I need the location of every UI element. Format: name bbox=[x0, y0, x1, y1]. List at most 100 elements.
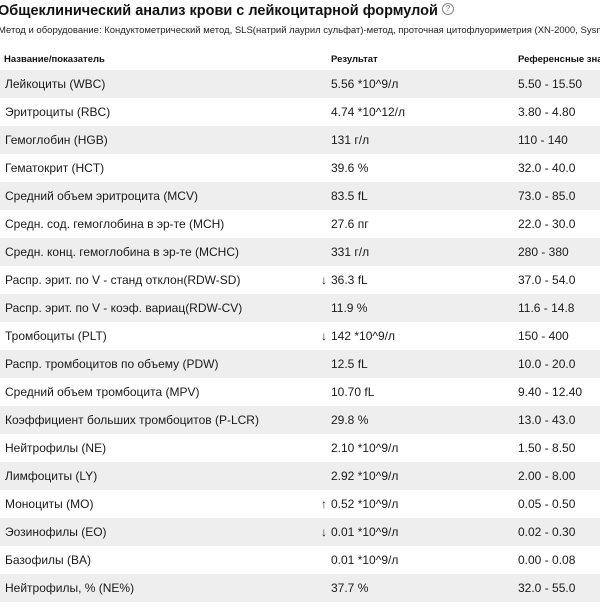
column-header-result: Результат bbox=[331, 54, 378, 65]
table-row: Эозинофилы (EO) ↓ 0.01 *10^9/л 0.02 - 0.30 bbox=[0, 518, 600, 546]
test-result-value: 2.10 *10^9/л bbox=[331, 441, 399, 455]
test-reference-range: 22.0 - 30.0 bbox=[518, 217, 576, 231]
test-reference-range: 2.00 - 8.00 bbox=[518, 469, 576, 483]
table-row: Гематокрит (HCT) 39.6 % 32.0 - 40.0 bbox=[0, 154, 600, 182]
test-result: 11.9 % bbox=[331, 294, 367, 322]
test-name: Гемоглобин (HGB) bbox=[5, 133, 108, 147]
test-result-value: 5.56 *10^9/л bbox=[331, 77, 399, 91]
test-result-value: 0.01 *10^9/л bbox=[331, 553, 399, 567]
test-result: 4.74 *10^12/л bbox=[331, 98, 405, 126]
arrow-down-icon: ↓ bbox=[321, 273, 327, 287]
test-reference-range: 32.0 - 55.0 bbox=[518, 581, 576, 595]
test-reference-range: 150 - 400 bbox=[518, 329, 569, 343]
method-description: Метод и оборудование: Кондуктометрически… bbox=[0, 25, 600, 36]
test-result: 27.6 пг bbox=[331, 210, 369, 238]
test-name: Средн. сод. гемоглобина в эр-те (MCH) bbox=[5, 217, 225, 231]
test-result: ↑ 0.52 *10^9/л bbox=[321, 490, 398, 518]
test-reference-range: 37.0 - 54.0 bbox=[518, 273, 576, 287]
question-circle-icon[interactable]: ? bbox=[441, 3, 454, 15]
test-reference-range: 3.80 - 4.80 bbox=[518, 105, 576, 119]
test-result-value: 0.01 *10^9/л bbox=[331, 525, 399, 539]
test-result-value: 39.6 % bbox=[331, 161, 369, 175]
test-name: Нейтрофилы, % (NE%) bbox=[5, 581, 135, 595]
test-reference-range: 0.05 - 0.50 bbox=[518, 497, 576, 511]
test-reference-range: 73.0 - 85.0 bbox=[518, 189, 576, 203]
test-name: Средний объем тромбоцита (MPV) bbox=[5, 385, 200, 399]
test-result: 2.92 *10^9/л bbox=[331, 462, 398, 490]
test-name: Коэффициент больших тромбоцитов (P-LCR) bbox=[5, 413, 259, 427]
table-row: Тромбоциты (PLT) ↓ 142 *10^9/л 150 - 400 bbox=[0, 322, 600, 350]
test-result-value: 2.92 *10^9/л bbox=[331, 469, 399, 483]
test-name: Распр. тромбоцитов по объему (PDW) bbox=[5, 357, 219, 371]
page-title-text: Общеклинический анализ крови с лейкоцита… bbox=[0, 3, 438, 19]
test-result-value: 11.9 % bbox=[331, 301, 368, 315]
arrow-up-icon: ↑ bbox=[321, 497, 327, 511]
table-header: Название/показатель Результат Референсны… bbox=[0, 50, 600, 70]
table-row: Распр. тромбоцитов по объему (PDW) 12.5 f… bbox=[0, 350, 600, 378]
test-result-value: 131 г/л bbox=[331, 133, 370, 147]
test-name: Базофилы (BA) bbox=[5, 553, 91, 567]
test-reference-range: 9.40 - 12.40 bbox=[518, 385, 583, 399]
table-row: Лимфоциты (LY) 2.92 *10^9/л 2.00 - 8.00 bbox=[0, 462, 600, 490]
test-name: Лимфоциты (LY) bbox=[5, 469, 98, 483]
test-result: 37.7 % bbox=[331, 574, 368, 602]
test-name: Эозинофилы (EO) bbox=[5, 525, 107, 539]
test-result: ↓ 142 *10^9/л bbox=[321, 322, 396, 350]
test-result: 29.8 % bbox=[331, 406, 368, 434]
test-result: 10.70 fL bbox=[331, 378, 374, 406]
test-name: Распр. эрит. по V - станд отклон(RDW-SD) bbox=[5, 273, 241, 287]
test-result-value: 331 г/л bbox=[331, 245, 370, 259]
table-row: Средний объем тромбоцита (MPV) 10.70 fL 9.… bbox=[0, 378, 600, 406]
test-result: ↓ 0.01 *10^9/л bbox=[321, 518, 399, 546]
test-result: 0.01 *10^9/л bbox=[331, 546, 398, 574]
test-reference-range: 10.0 - 20.0 bbox=[518, 357, 576, 371]
column-header-name: Название/показатель bbox=[4, 54, 105, 65]
table-row: Моноциты (MO) ↑ 0.52 *10^9/л 0.05 - 0.50 bbox=[0, 490, 600, 518]
test-result: ↓ 36.3 fL bbox=[321, 266, 368, 294]
test-reference-range: 32.0 - 40.0 bbox=[518, 161, 576, 175]
test-result-value: 83.5 fL bbox=[331, 189, 368, 203]
table-row: Средний объем эритроцита (MCV) 83.5 fL 73.… bbox=[0, 182, 600, 210]
table-row: Эритроциты (RBC) 4.74 *10^12/л 3.80 - 4.80 bbox=[0, 98, 600, 126]
test-reference-range: 5.50 - 15.50 bbox=[518, 77, 583, 91]
test-name: Средн. конц. гемоглобина в эр-те (MCHC) bbox=[5, 245, 239, 259]
test-name: Гематокрит (HCT) bbox=[5, 161, 105, 175]
table-row: Нейтрофилы (NE) 2.10 *10^9/л 1.50 - 8.50 bbox=[0, 434, 600, 462]
test-result-value: 142 *10^9/л bbox=[331, 329, 396, 343]
table-row: Лейкоциты (WBC) 5.56 *10^9/л 5.50 - 15.50 bbox=[0, 70, 600, 98]
test-reference-range: 280 - 380 bbox=[518, 245, 569, 259]
table-row: Нейтрофилы, % (NE%) 37.7 % 32.0 - 55.0 bbox=[0, 574, 600, 602]
test-reference-range: 110 - 140 bbox=[518, 133, 568, 147]
test-result: 83.5 fL bbox=[331, 182, 368, 210]
results-table: Лейкоциты (WBC) 5.56 *10^9/л 5.50 - 15.50 Э… bbox=[0, 70, 600, 602]
test-name: Эритроциты (RBC) bbox=[5, 105, 111, 119]
test-result: 131 г/л bbox=[331, 126, 369, 154]
table-row: Средн. конц. гемоглобина в эр-те (MCHC) 3… bbox=[0, 238, 600, 266]
test-reference-range: 0.02 - 0.30 bbox=[518, 525, 576, 539]
table-row: Базофилы (BA) 0.01 *10^9/л 0.00 - 0.08 bbox=[0, 546, 600, 574]
test-name: Моноциты (MO) bbox=[5, 497, 94, 511]
test-result: 331 г/л bbox=[331, 238, 369, 266]
test-name: Лейкоциты (WBC) bbox=[5, 77, 106, 91]
test-reference-range: 0.00 - 0.08 bbox=[518, 553, 576, 567]
table-row: Распр. эрит. по V - коэф. вариац(RDW-CV)… bbox=[0, 294, 600, 322]
test-name: Средний объем эритроцита (MCV) bbox=[5, 189, 198, 203]
test-reference-range: 1.50 - 8.50 bbox=[518, 441, 576, 455]
test-result-value: 37.7 % bbox=[331, 581, 369, 595]
test-reference-range: 11.6 - 14.8 bbox=[518, 301, 575, 315]
table-row: Распр. эрит. по V - станд отклон(RDW-SD)… bbox=[0, 266, 600, 294]
arrow-down-icon: ↓ bbox=[321, 329, 327, 343]
test-name: Распр. эрит. по V - коэф. вариац(RDW-CV) bbox=[5, 301, 243, 315]
table-row: Гемоглобин (HGB) 131 г/л 110 - 140 bbox=[0, 126, 600, 154]
test-name: Нейтрофилы (NE) bbox=[5, 441, 107, 455]
test-result: 5.56 *10^9/л bbox=[331, 70, 398, 98]
test-name: Тромбоциты (PLT) bbox=[5, 329, 107, 343]
test-result-value: 10.70 fL bbox=[331, 385, 375, 399]
test-result-value: 27.6 пг bbox=[331, 217, 369, 231]
table-row: Средн. сод. гемоглобина в эр-те (MCH) 27.… bbox=[0, 210, 600, 238]
test-result: 39.6 % bbox=[331, 154, 368, 182]
test-result-value: 12.5 fL bbox=[331, 357, 368, 371]
table-row: Коэффициент больших тромбоцитов (P-LCR) 2… bbox=[0, 406, 600, 434]
test-reference-range: 13.0 - 43.0 bbox=[518, 413, 576, 427]
test-result-value: 4.74 *10^12/л bbox=[331, 105, 406, 119]
